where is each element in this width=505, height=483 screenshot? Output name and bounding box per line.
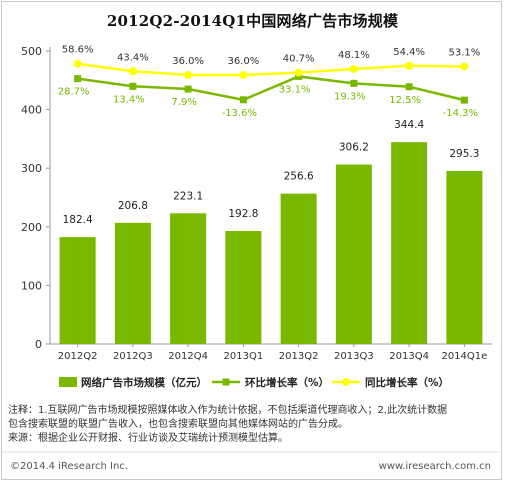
qoq-growth-point xyxy=(184,85,192,93)
yoy-growth-point xyxy=(73,59,82,68)
bar-value-label: 206.8 xyxy=(118,200,148,212)
qoq-growth-label: 13.4% xyxy=(113,94,145,105)
x-tick-label: 2012Q4 xyxy=(168,351,208,362)
legend-label-qoq: 环比增长率（%） xyxy=(245,376,329,389)
y-tick-label: 400 xyxy=(21,104,42,117)
yoy-growth-point xyxy=(460,62,469,71)
yoy-growth-line xyxy=(77,62,465,77)
bar xyxy=(335,164,372,344)
bar xyxy=(170,213,207,344)
qoq-growth-point xyxy=(350,79,358,87)
bar xyxy=(225,231,262,344)
yoy-growth-point xyxy=(184,71,193,79)
copyright-text: ©2014.4 iResearch Inc. xyxy=(10,461,128,472)
yoy-growth-label: 36.0% xyxy=(172,56,204,67)
website-text: www.iresearch.com.cn xyxy=(378,461,491,472)
bar xyxy=(446,170,483,344)
yoy-growth-label: 43.4% xyxy=(117,52,149,63)
x-tick-label: 2013Q4 xyxy=(389,351,429,362)
bar-value-label: 344.4 xyxy=(394,119,424,131)
x-tick-label: 2012Q3 xyxy=(113,351,153,362)
bar-value-label: 182.4 xyxy=(63,214,93,226)
legend-label-yoy: 同比增长率（%） xyxy=(365,376,449,389)
qoq-growth-point xyxy=(129,82,137,90)
x-tick-label: 2013Q3 xyxy=(334,351,374,362)
bar xyxy=(114,222,151,344)
qoq-growth-label: -13.6% xyxy=(222,108,257,119)
yoy-growth-point xyxy=(128,67,137,76)
bar-value-label: 295.3 xyxy=(449,148,479,160)
legend-swatch-yoy-marker xyxy=(342,378,350,386)
qoq-growth-point xyxy=(239,96,247,104)
yoy-growth-point xyxy=(349,64,358,73)
yoy-growth-point xyxy=(405,61,414,70)
note-line-1: 注释：1.互联网广告市场规模按照媒体收入作为统计依据，不包括渠道代理商收入；2.… xyxy=(8,405,448,416)
qoq-growth-label: 7.9% xyxy=(171,97,196,108)
legend-swatch-qoq-marker xyxy=(222,378,230,386)
qoq-growth-label: 28.7% xyxy=(58,87,90,98)
yoy-growth-label: 58.6% xyxy=(62,45,94,56)
qoq-growth-line xyxy=(77,75,465,102)
yoy-growth-label: 48.1% xyxy=(338,50,370,61)
yoy-growth-point xyxy=(294,68,303,77)
qoq-growth-label: -14.3% xyxy=(443,108,478,119)
qoq-growth-label: 12.5% xyxy=(389,95,421,106)
bar-value-label: 192.8 xyxy=(228,208,258,220)
notes-block: 注释：1.互联网广告市场规模按照媒体收入作为统计依据，不包括渠道代理商收入；2.… xyxy=(8,404,498,446)
x-tick-label: 2012Q2 xyxy=(58,351,98,362)
yoy-growth-label: 54.4% xyxy=(393,47,425,58)
bar-value-label: 306.2 xyxy=(339,142,369,154)
x-tick-label: 2013Q1 xyxy=(224,351,264,362)
source-line: 来源：根据企业公开财报、行业访谈及艾瑞统计预测模型估算。 xyxy=(8,433,288,444)
yoy-growth-label: 40.7% xyxy=(283,54,315,65)
y-tick-label: 300 xyxy=(21,162,42,175)
note-line-2: 包含搜索联盟的联盟广告收入，也包含搜索联盟向其他媒体网站的广告分成。 xyxy=(8,419,348,430)
yoy-growth-point xyxy=(239,71,248,79)
y-tick-label: 500 xyxy=(21,45,42,58)
bar xyxy=(280,193,317,344)
legend-label-bar: 网络广告市场规模（亿元） xyxy=(81,376,207,389)
qoq-growth-point xyxy=(460,96,468,104)
yoy-growth-label: 53.1% xyxy=(448,47,480,58)
qoq-growth-label: 19.3% xyxy=(334,91,366,102)
yoy-growth-label: 36.0% xyxy=(227,56,259,67)
bar-value-label: 256.6 xyxy=(284,171,314,183)
qoq-growth-point xyxy=(405,83,413,91)
legend-swatch-bar xyxy=(59,377,77,387)
y-tick-label: 100 xyxy=(21,279,42,292)
x-tick-label: 2014Q1e xyxy=(441,351,487,362)
qoq-growth-label: 33.1% xyxy=(279,84,311,95)
x-tick-label: 2013Q2 xyxy=(279,351,319,362)
y-tick-label: 0 xyxy=(35,338,42,351)
qoq-growth-point xyxy=(74,75,82,83)
y-tick-label: 200 xyxy=(21,221,42,234)
bar xyxy=(59,237,96,344)
bar xyxy=(391,142,428,344)
bar-value-label: 223.1 xyxy=(173,190,203,202)
chart-title: 2012Q2-2014Q1中国网络广告市场规模 xyxy=(106,12,399,30)
